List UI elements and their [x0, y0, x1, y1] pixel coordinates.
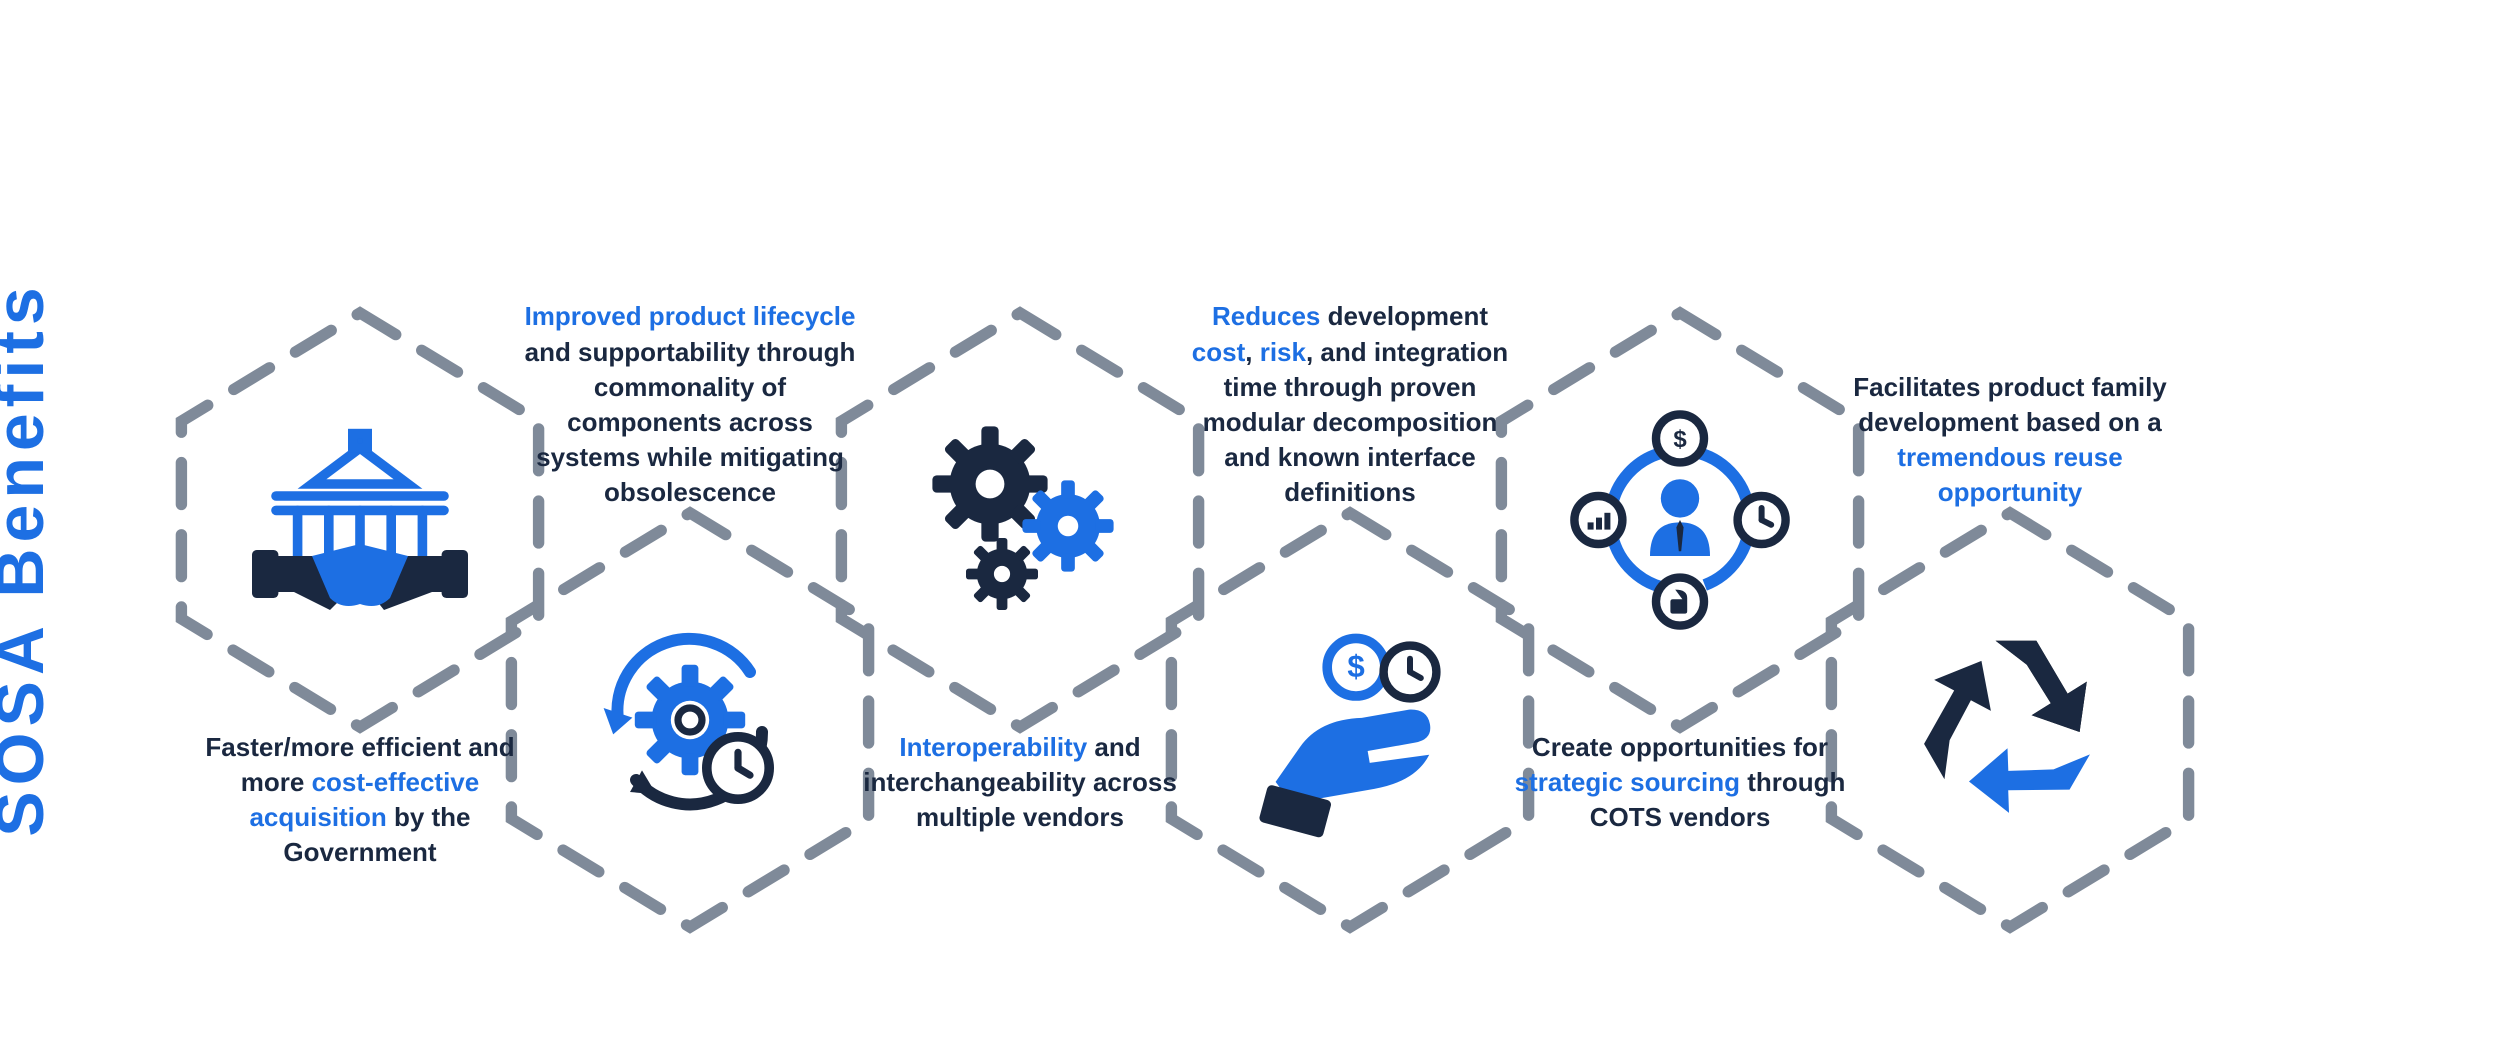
svg-text:$: $: [1347, 649, 1364, 684]
caption-reduces-cost-risk: Reduces development cost, risk, and inte…: [1180, 299, 1520, 510]
hex-person-circle: $: [1490, 300, 1870, 740]
hex-recycle: [1820, 500, 2200, 940]
caption-lifecycle: Improved product lifecycle and supportab…: [520, 299, 860, 510]
person-metrics-icon: $: [1560, 400, 1800, 640]
svg-text:$: $: [1673, 426, 1687, 453]
caption-acquisition: Faster/more efficient and more cost-effe…: [190, 730, 530, 870]
gear-cycle-icon: [570, 600, 810, 840]
gears-icon: [900, 400, 1140, 640]
hand-money-icon: $: [1230, 600, 1470, 840]
hex-handshake: [170, 300, 550, 740]
caption-interoperability: Interoperability and interchangeability …: [850, 730, 1190, 835]
recycle-icon: [1890, 600, 2130, 840]
infographic-stage: $: [150, 0, 2470, 1042]
page-title: SOSA Benefits: [0, 281, 59, 836]
handshake-icon: [240, 400, 480, 640]
hex-gears: [830, 300, 1210, 740]
hex-gear-cycle: [500, 500, 880, 940]
caption-reuse-opportunity: Facilitates product family development b…: [1840, 370, 2180, 510]
hex-hand-money: $: [1160, 500, 1540, 940]
caption-strategic-sourcing: Create opportunities for strategic sourc…: [1510, 730, 1850, 835]
